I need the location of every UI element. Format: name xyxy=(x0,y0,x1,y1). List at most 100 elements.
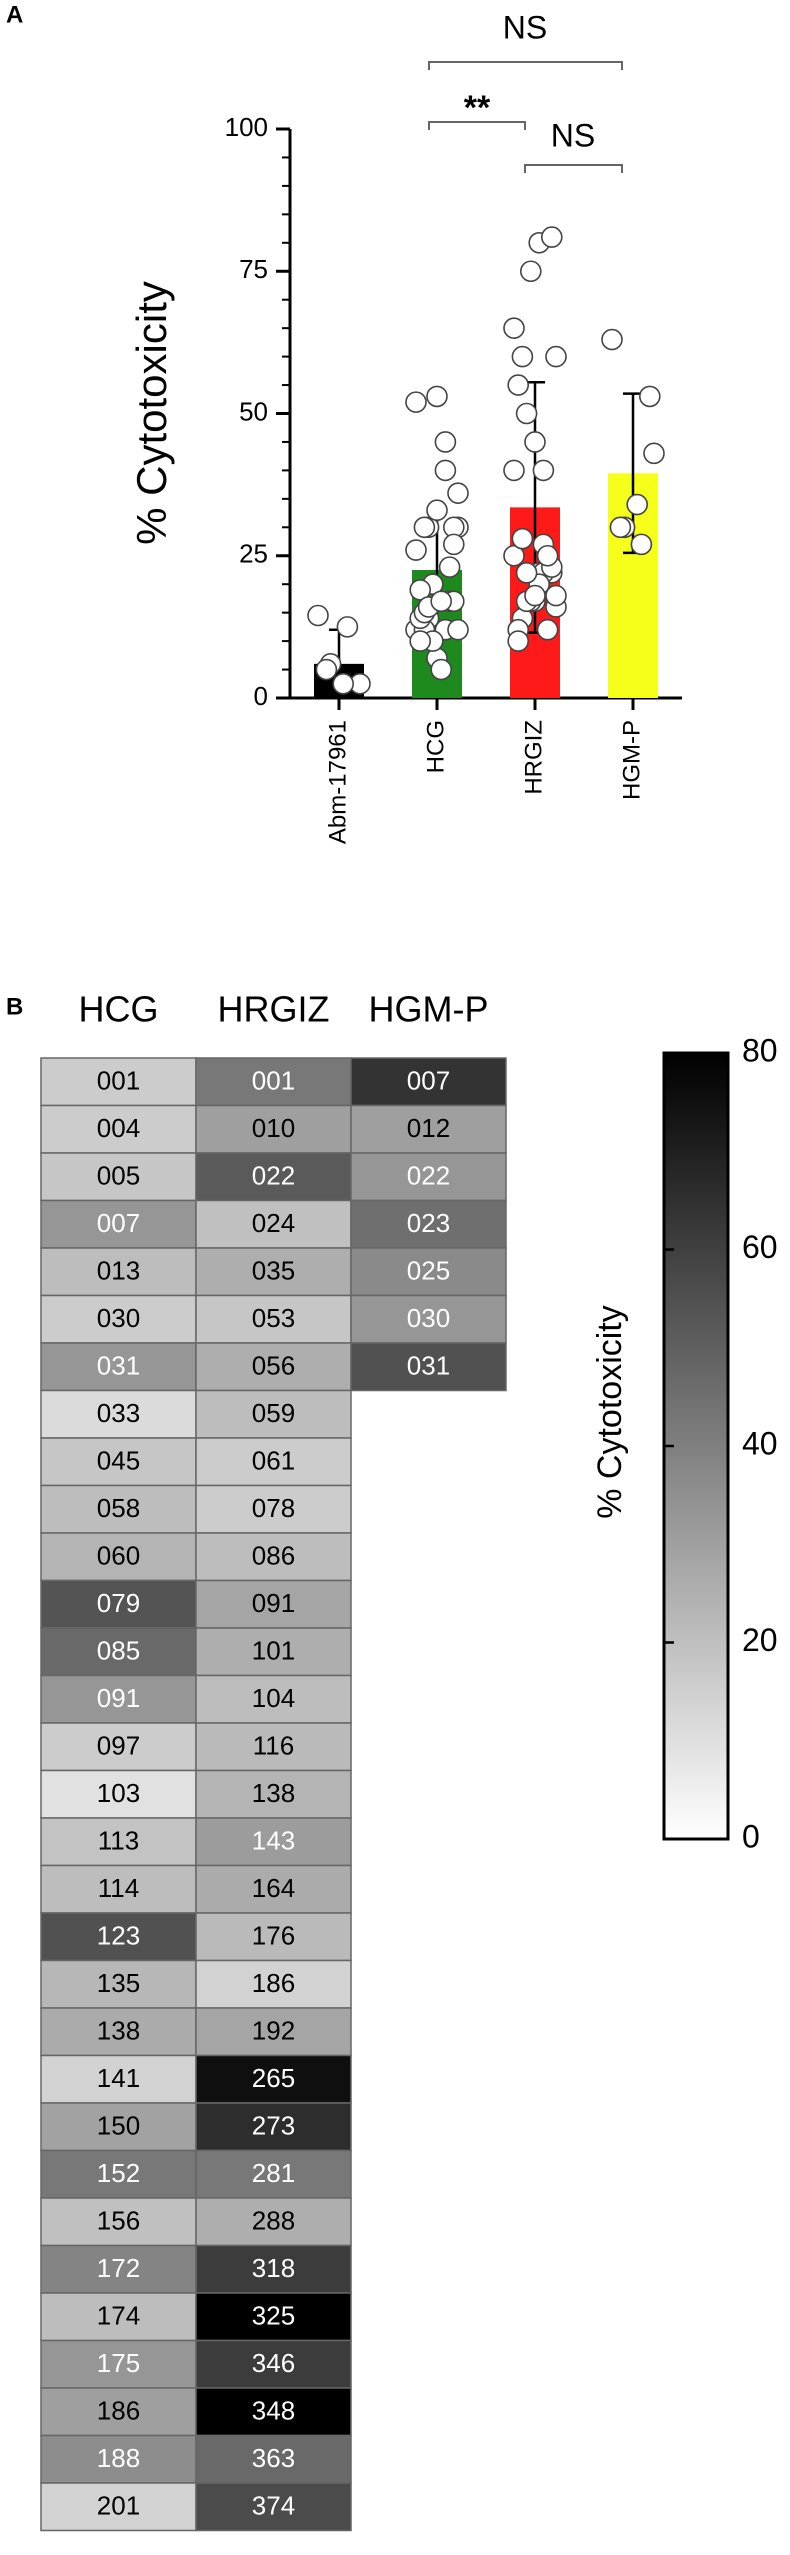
cell-label: 318 xyxy=(252,2253,295,2283)
cell-label: 086 xyxy=(252,1541,295,1571)
data-point xyxy=(430,590,453,613)
colorbar-tick-label: 20 xyxy=(742,1622,778,1658)
cell-label: 174 xyxy=(97,2301,140,2331)
heatmap-cell xyxy=(195,2387,352,2437)
data-point xyxy=(511,345,534,368)
data-point xyxy=(434,459,457,482)
cell-label: 012 xyxy=(407,1113,450,1143)
data-point xyxy=(536,544,559,567)
heatmap-cell xyxy=(40,2197,197,2247)
data-point xyxy=(630,533,653,556)
heatmap-cell xyxy=(40,2387,197,2437)
y-tick-label: 75 xyxy=(239,254,268,284)
y-tick-label: 25 xyxy=(239,539,268,569)
heatmap-cell xyxy=(195,1247,352,1297)
data-point xyxy=(447,618,469,641)
data-point xyxy=(524,431,546,453)
data-point xyxy=(540,226,563,248)
heatmap-cell xyxy=(195,2434,352,2484)
data-point xyxy=(643,442,665,465)
heatmap-cell xyxy=(40,2007,197,2057)
cell-label: 001 xyxy=(252,1066,295,1096)
cell-label: 030 xyxy=(97,1303,140,1333)
heatmap-cell xyxy=(350,1104,507,1154)
cell-label: 113 xyxy=(98,1826,139,1856)
data-point xyxy=(430,658,453,681)
cell-label: 079 xyxy=(97,1588,140,1618)
data-point xyxy=(413,516,436,539)
colorbar-tick-label: 40 xyxy=(742,1425,778,1461)
colorbar-tick-label: 0 xyxy=(742,1818,760,1854)
cell-label: 045 xyxy=(97,1446,140,1476)
cell-label: 097 xyxy=(97,1731,140,1761)
cell-label: 273 xyxy=(252,2111,295,2141)
data-point xyxy=(532,459,555,482)
data-point xyxy=(336,616,359,638)
heatmap-cell xyxy=(195,1057,352,1107)
data-point xyxy=(332,672,355,695)
significance-bracket xyxy=(428,61,623,70)
column-header: HCG xyxy=(79,989,159,1030)
cell-label: 053 xyxy=(252,1303,295,1333)
cell-label: 101 xyxy=(252,1636,295,1666)
heatmap-cell xyxy=(350,1342,507,1392)
data-point xyxy=(426,385,448,408)
cell-label: 201 xyxy=(97,2491,140,2521)
data-point xyxy=(626,493,649,516)
heatmap-cell xyxy=(195,1817,352,1867)
heatmap-cell xyxy=(40,1912,197,1962)
heatmap-cell xyxy=(40,1769,197,1819)
column-header: HGM-P xyxy=(369,989,489,1030)
cell-label: 078 xyxy=(252,1493,295,1523)
colorbar xyxy=(662,1051,730,1841)
heatmap-cell xyxy=(195,1342,352,1392)
cell-label: 123 xyxy=(97,1921,140,1951)
data-point xyxy=(503,459,525,482)
cell-label: 346 xyxy=(252,2348,295,2378)
heatmap-cell xyxy=(40,1722,197,1772)
x-tick-label: Abm-17961 xyxy=(324,720,351,844)
heatmap-cell xyxy=(40,1674,197,1724)
heatmap-cell xyxy=(40,2482,197,2532)
cell-label: 265 xyxy=(252,2063,295,2093)
cell-label: 060 xyxy=(97,1541,140,1571)
data-point xyxy=(638,385,661,408)
data-point xyxy=(609,516,632,539)
data-point xyxy=(307,604,329,627)
heatmap-cell xyxy=(195,1627,352,1677)
heatmap-cell xyxy=(195,1722,352,1772)
heatmap-cell xyxy=(40,2339,197,2389)
data-point xyxy=(409,579,432,601)
heatmap-cell xyxy=(195,1152,352,1202)
cell-label: 175 xyxy=(97,2348,140,2378)
data-point xyxy=(405,391,427,413)
cell-label: 035 xyxy=(252,1256,295,1286)
heatmap-cell xyxy=(40,1057,197,1107)
cell-label: 135 xyxy=(97,1968,140,1998)
data-point xyxy=(515,562,538,584)
heatmap-cell xyxy=(195,2244,352,2294)
cell-label: 013 xyxy=(97,1256,140,1286)
cell-label: 188 xyxy=(97,2443,140,2473)
colorbar-tick-label: 60 xyxy=(742,1229,778,1265)
cell-label: 022 xyxy=(252,1161,295,1191)
data-point xyxy=(405,539,427,561)
cell-label: 143 xyxy=(252,1826,295,1856)
heatmap-cell xyxy=(195,2007,352,2057)
data-point xyxy=(507,374,530,396)
cell-label: 031 xyxy=(97,1351,140,1381)
panel-label: B xyxy=(6,993,23,1020)
cell-label: 004 xyxy=(97,1113,140,1143)
heatmap-cell xyxy=(195,1769,352,1819)
data-point xyxy=(438,556,461,578)
colorbar-tick-label: 80 xyxy=(742,1032,778,1068)
panel-label: A xyxy=(6,1,23,28)
cell-label: 186 xyxy=(97,2396,140,2426)
cell-label: 007 xyxy=(97,1208,140,1238)
cell-label: 192 xyxy=(252,2016,295,2046)
cell-label: 374 xyxy=(252,2491,295,2521)
cell-label: 156 xyxy=(97,2206,140,2236)
cell-label: 172 xyxy=(97,2253,140,2283)
column-header: HRGIZ xyxy=(218,989,330,1030)
x-tick-label: HRGIZ xyxy=(520,720,547,795)
